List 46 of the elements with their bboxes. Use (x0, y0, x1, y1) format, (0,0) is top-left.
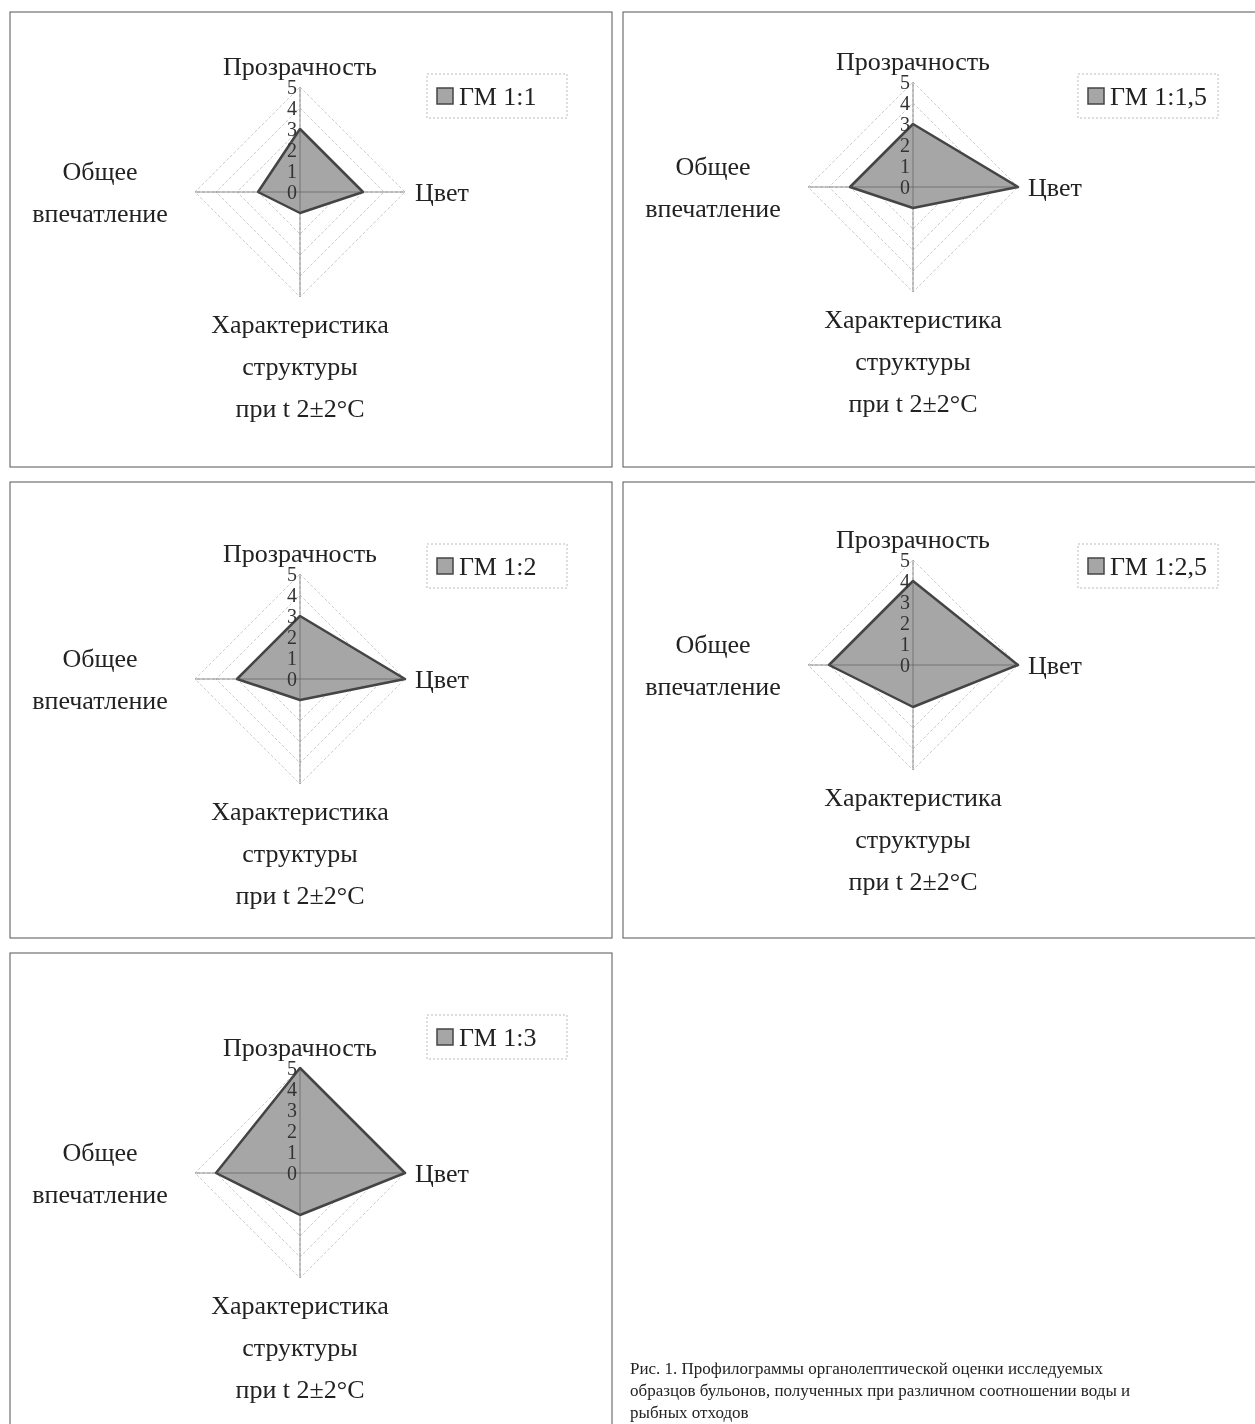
spoke-label: Характеристика структуры при t 2±2°C (824, 305, 1003, 418)
y-tick-label: 4 (900, 570, 910, 592)
legend-label: ГМ 1:3 (459, 1023, 537, 1052)
spoke-label: Характеристика структуры при t 2±2°C (211, 1291, 390, 1404)
y-tick-label: 3 (287, 118, 297, 140)
y-tick-label: 0 (287, 668, 297, 690)
y-tick-label: 3 (900, 591, 910, 613)
y-tick-label: 4 (287, 1078, 297, 1100)
y-tick-label: 3 (287, 605, 297, 627)
spoke-label: Общее впечатление (32, 157, 168, 228)
y-tick-label: 4 (287, 584, 297, 606)
y-tick-label: 0 (900, 654, 910, 676)
y-tick-label: 0 (287, 181, 297, 203)
legend-label: ГМ 1:1 (459, 82, 537, 111)
y-tick-label: 2 (900, 134, 910, 156)
spoke-label: Цвет (415, 665, 469, 694)
y-tick-label: 1 (900, 633, 910, 655)
spoke-label: Общее впечатление (32, 644, 168, 715)
spoke-label: Цвет (415, 1159, 469, 1188)
legend-label: ГМ 1:2 (459, 552, 537, 581)
spoke-label: Общее впечатление (32, 1138, 168, 1209)
y-tick-label: 3 (900, 113, 910, 135)
y-tick-label: 1 (287, 647, 297, 669)
y-tick-label: 2 (900, 612, 910, 634)
y-tick-label: 0 (287, 1162, 297, 1184)
y-tick-label: 1 (287, 160, 297, 182)
spoke-label: Общее впечатление (645, 630, 781, 701)
y-tick-label: 4 (900, 92, 910, 114)
text: Рис. 1. Профилограммы органолептической оценки исследуемых образцов бульонов, полученных при различном соотношении воды и рыбных отходов (630, 1359, 1131, 1422)
legend-label: ГМ 1:2,5 (1110, 552, 1208, 581)
y-tick-label: 2 (287, 626, 297, 648)
y-tick-label: 1 (900, 155, 910, 177)
y-tick-label: 2 (287, 139, 297, 161)
y-tick-label: 3 (287, 1099, 297, 1121)
spoke-label: Общее впечатление (645, 152, 781, 223)
spoke-label: Характеристика структуры при t 2±2°C (211, 310, 390, 423)
y-tick-label: 2 (287, 1120, 297, 1142)
y-tick-label: 0 (900, 176, 910, 198)
y-tick-label: 4 (287, 97, 297, 119)
spoke-label: Цвет (415, 178, 469, 207)
spoke-label: Характеристика структуры при t 2±2°C (211, 797, 390, 910)
legend-label: ГМ 1:1,5 (1110, 82, 1208, 111)
y-tick-label: 1 (287, 1141, 297, 1163)
spoke-label: Цвет (1028, 651, 1082, 680)
spoke-label: Цвет (1028, 173, 1082, 202)
spoke-label: Характеристика структуры при t 2±2°C (824, 783, 1003, 896)
